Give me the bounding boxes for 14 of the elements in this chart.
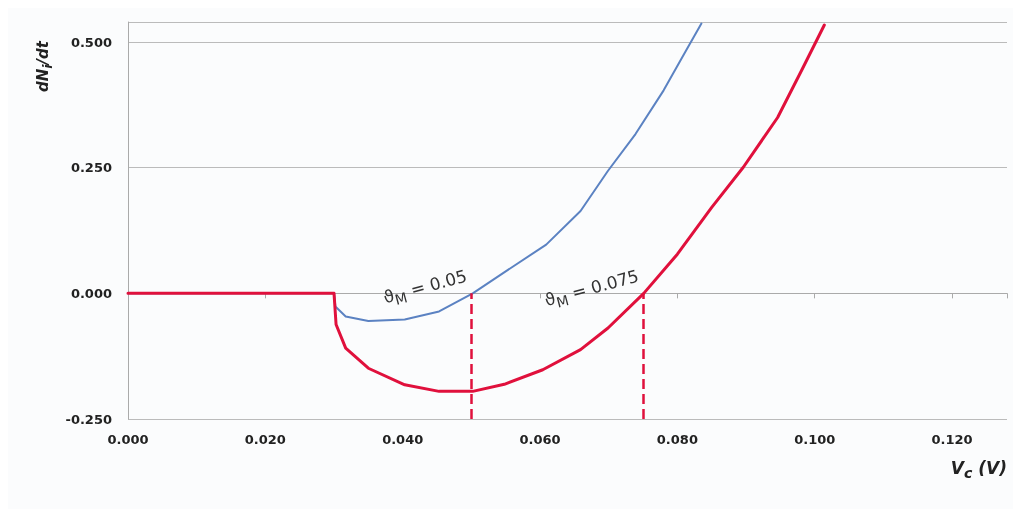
x-tick-label: 0.060 (519, 432, 561, 447)
x-tick-label: 0.080 (656, 432, 698, 447)
annotation: ϑ$_{M}$ = 0.05 (380, 265, 470, 310)
annotation: ϑ$_{M}$ = 0.075 (542, 265, 642, 313)
y-tick-label: 0.500 (70, 34, 112, 50)
y-tick-label: 0.000 (70, 285, 112, 301)
x-tick-label: 0.120 (931, 432, 973, 447)
y-tick-label: -0.250 (65, 411, 112, 427)
x-tick-label: 0.040 (382, 432, 424, 447)
x-axis-title: V$_{c}$ (V) (950, 458, 1007, 482)
x-tick-label: 0.020 (244, 432, 286, 447)
y-tick-label: 0.250 (70, 160, 112, 176)
x-tick-label: 0.100 (794, 432, 836, 447)
x-tick-label: 0.000 (107, 432, 149, 447)
